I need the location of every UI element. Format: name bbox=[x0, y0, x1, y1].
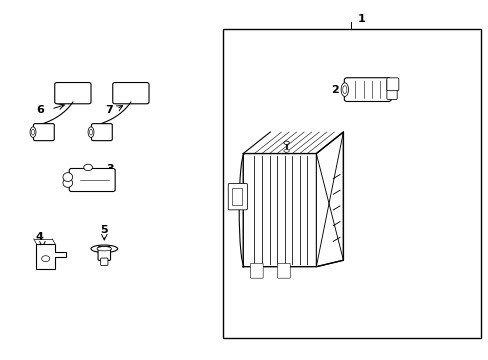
FancyBboxPatch shape bbox=[101, 258, 108, 265]
Text: 7: 7 bbox=[105, 105, 113, 115]
FancyBboxPatch shape bbox=[250, 263, 263, 278]
FancyBboxPatch shape bbox=[344, 78, 390, 102]
FancyBboxPatch shape bbox=[113, 82, 149, 104]
Polygon shape bbox=[316, 132, 343, 267]
Circle shape bbox=[41, 256, 50, 262]
FancyBboxPatch shape bbox=[91, 123, 112, 141]
Text: 3: 3 bbox=[106, 164, 114, 174]
Text: 5: 5 bbox=[100, 225, 108, 235]
Ellipse shape bbox=[341, 83, 348, 96]
Ellipse shape bbox=[63, 173, 73, 181]
Ellipse shape bbox=[91, 245, 117, 252]
Bar bbox=[223, 30, 480, 338]
FancyBboxPatch shape bbox=[386, 80, 396, 99]
Ellipse shape bbox=[63, 179, 73, 187]
Ellipse shape bbox=[89, 129, 92, 135]
FancyBboxPatch shape bbox=[98, 247, 110, 260]
Ellipse shape bbox=[283, 141, 289, 144]
Text: 1: 1 bbox=[357, 14, 365, 24]
Bar bbox=[232, 188, 242, 205]
Ellipse shape bbox=[342, 86, 346, 94]
FancyBboxPatch shape bbox=[33, 123, 54, 141]
Ellipse shape bbox=[83, 164, 92, 171]
Text: 6: 6 bbox=[36, 105, 44, 115]
Ellipse shape bbox=[31, 129, 35, 135]
Polygon shape bbox=[36, 244, 65, 269]
FancyBboxPatch shape bbox=[55, 82, 91, 104]
FancyBboxPatch shape bbox=[69, 168, 115, 192]
Ellipse shape bbox=[283, 149, 289, 152]
FancyBboxPatch shape bbox=[228, 184, 247, 210]
Ellipse shape bbox=[88, 127, 94, 138]
Ellipse shape bbox=[30, 127, 36, 138]
Ellipse shape bbox=[97, 247, 111, 251]
Text: 2: 2 bbox=[330, 85, 338, 95]
Text: 4: 4 bbox=[35, 233, 43, 242]
FancyBboxPatch shape bbox=[386, 78, 398, 91]
FancyBboxPatch shape bbox=[277, 263, 290, 278]
